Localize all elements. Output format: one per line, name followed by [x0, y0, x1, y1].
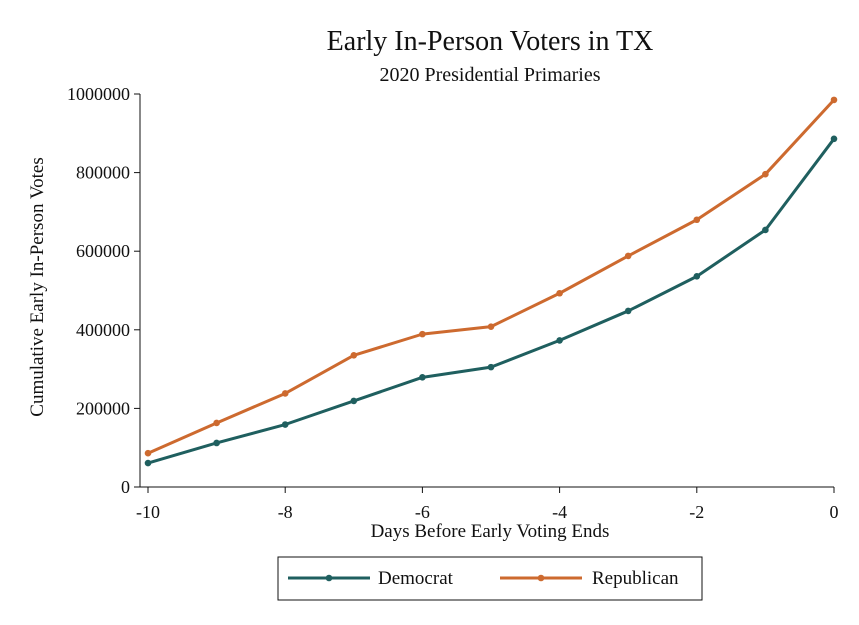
- data-point-democrat: [625, 308, 632, 315]
- legend: Democrat Republican: [278, 557, 702, 600]
- x-tick-label: -2: [689, 502, 704, 522]
- legend-republican-marker: [538, 575, 545, 582]
- y-tick-label: 400000: [76, 320, 130, 340]
- y-tick-label: 1000000: [67, 84, 130, 104]
- data-point-republican: [556, 290, 563, 297]
- x-axis-label: Days Before Early Voting Ends: [371, 521, 610, 542]
- data-point-republican: [351, 352, 358, 359]
- data-point-republican: [625, 253, 632, 260]
- data-point-democrat: [145, 460, 152, 467]
- y-tick-label: 600000: [76, 241, 130, 261]
- data-point-republican: [488, 323, 495, 330]
- data-point-democrat: [351, 398, 358, 405]
- data-point-republican: [213, 420, 220, 427]
- data-point-democrat: [762, 227, 769, 234]
- y-tick-label: 800000: [76, 163, 130, 183]
- y-axis-label: Cumulative Early In-Person Votes: [27, 157, 48, 416]
- data-point-republican: [831, 97, 838, 104]
- data-point-democrat: [419, 374, 426, 381]
- legend-democrat-label: Democrat: [378, 568, 454, 589]
- x-tick-label: -6: [415, 502, 430, 522]
- x-tick-label: -4: [552, 502, 567, 522]
- data-point-democrat: [213, 440, 220, 447]
- data-point-democrat: [694, 273, 701, 280]
- data-point-democrat: [282, 421, 289, 428]
- data-point-democrat: [831, 136, 838, 143]
- legend-democrat-marker: [326, 575, 333, 582]
- data-point-republican: [282, 390, 289, 397]
- data-point-republican: [694, 216, 701, 223]
- data-point-republican: [762, 171, 769, 178]
- chart-subtitle: 2020 Presidential Primaries: [379, 64, 600, 86]
- data-point-democrat: [556, 337, 563, 344]
- chart-title: Early In-Person Voters in TX: [327, 26, 654, 57]
- x-tick-label: -10: [136, 502, 160, 522]
- legend-republican-label: Republican: [592, 568, 679, 589]
- y-tick-label: 0: [121, 477, 130, 497]
- x-tick-label: -8: [278, 502, 293, 522]
- data-point-democrat: [488, 364, 495, 371]
- x-tick-label: 0: [830, 502, 839, 522]
- data-point-republican: [145, 450, 152, 457]
- data-point-republican: [419, 331, 426, 338]
- y-tick-label: 200000: [76, 398, 130, 418]
